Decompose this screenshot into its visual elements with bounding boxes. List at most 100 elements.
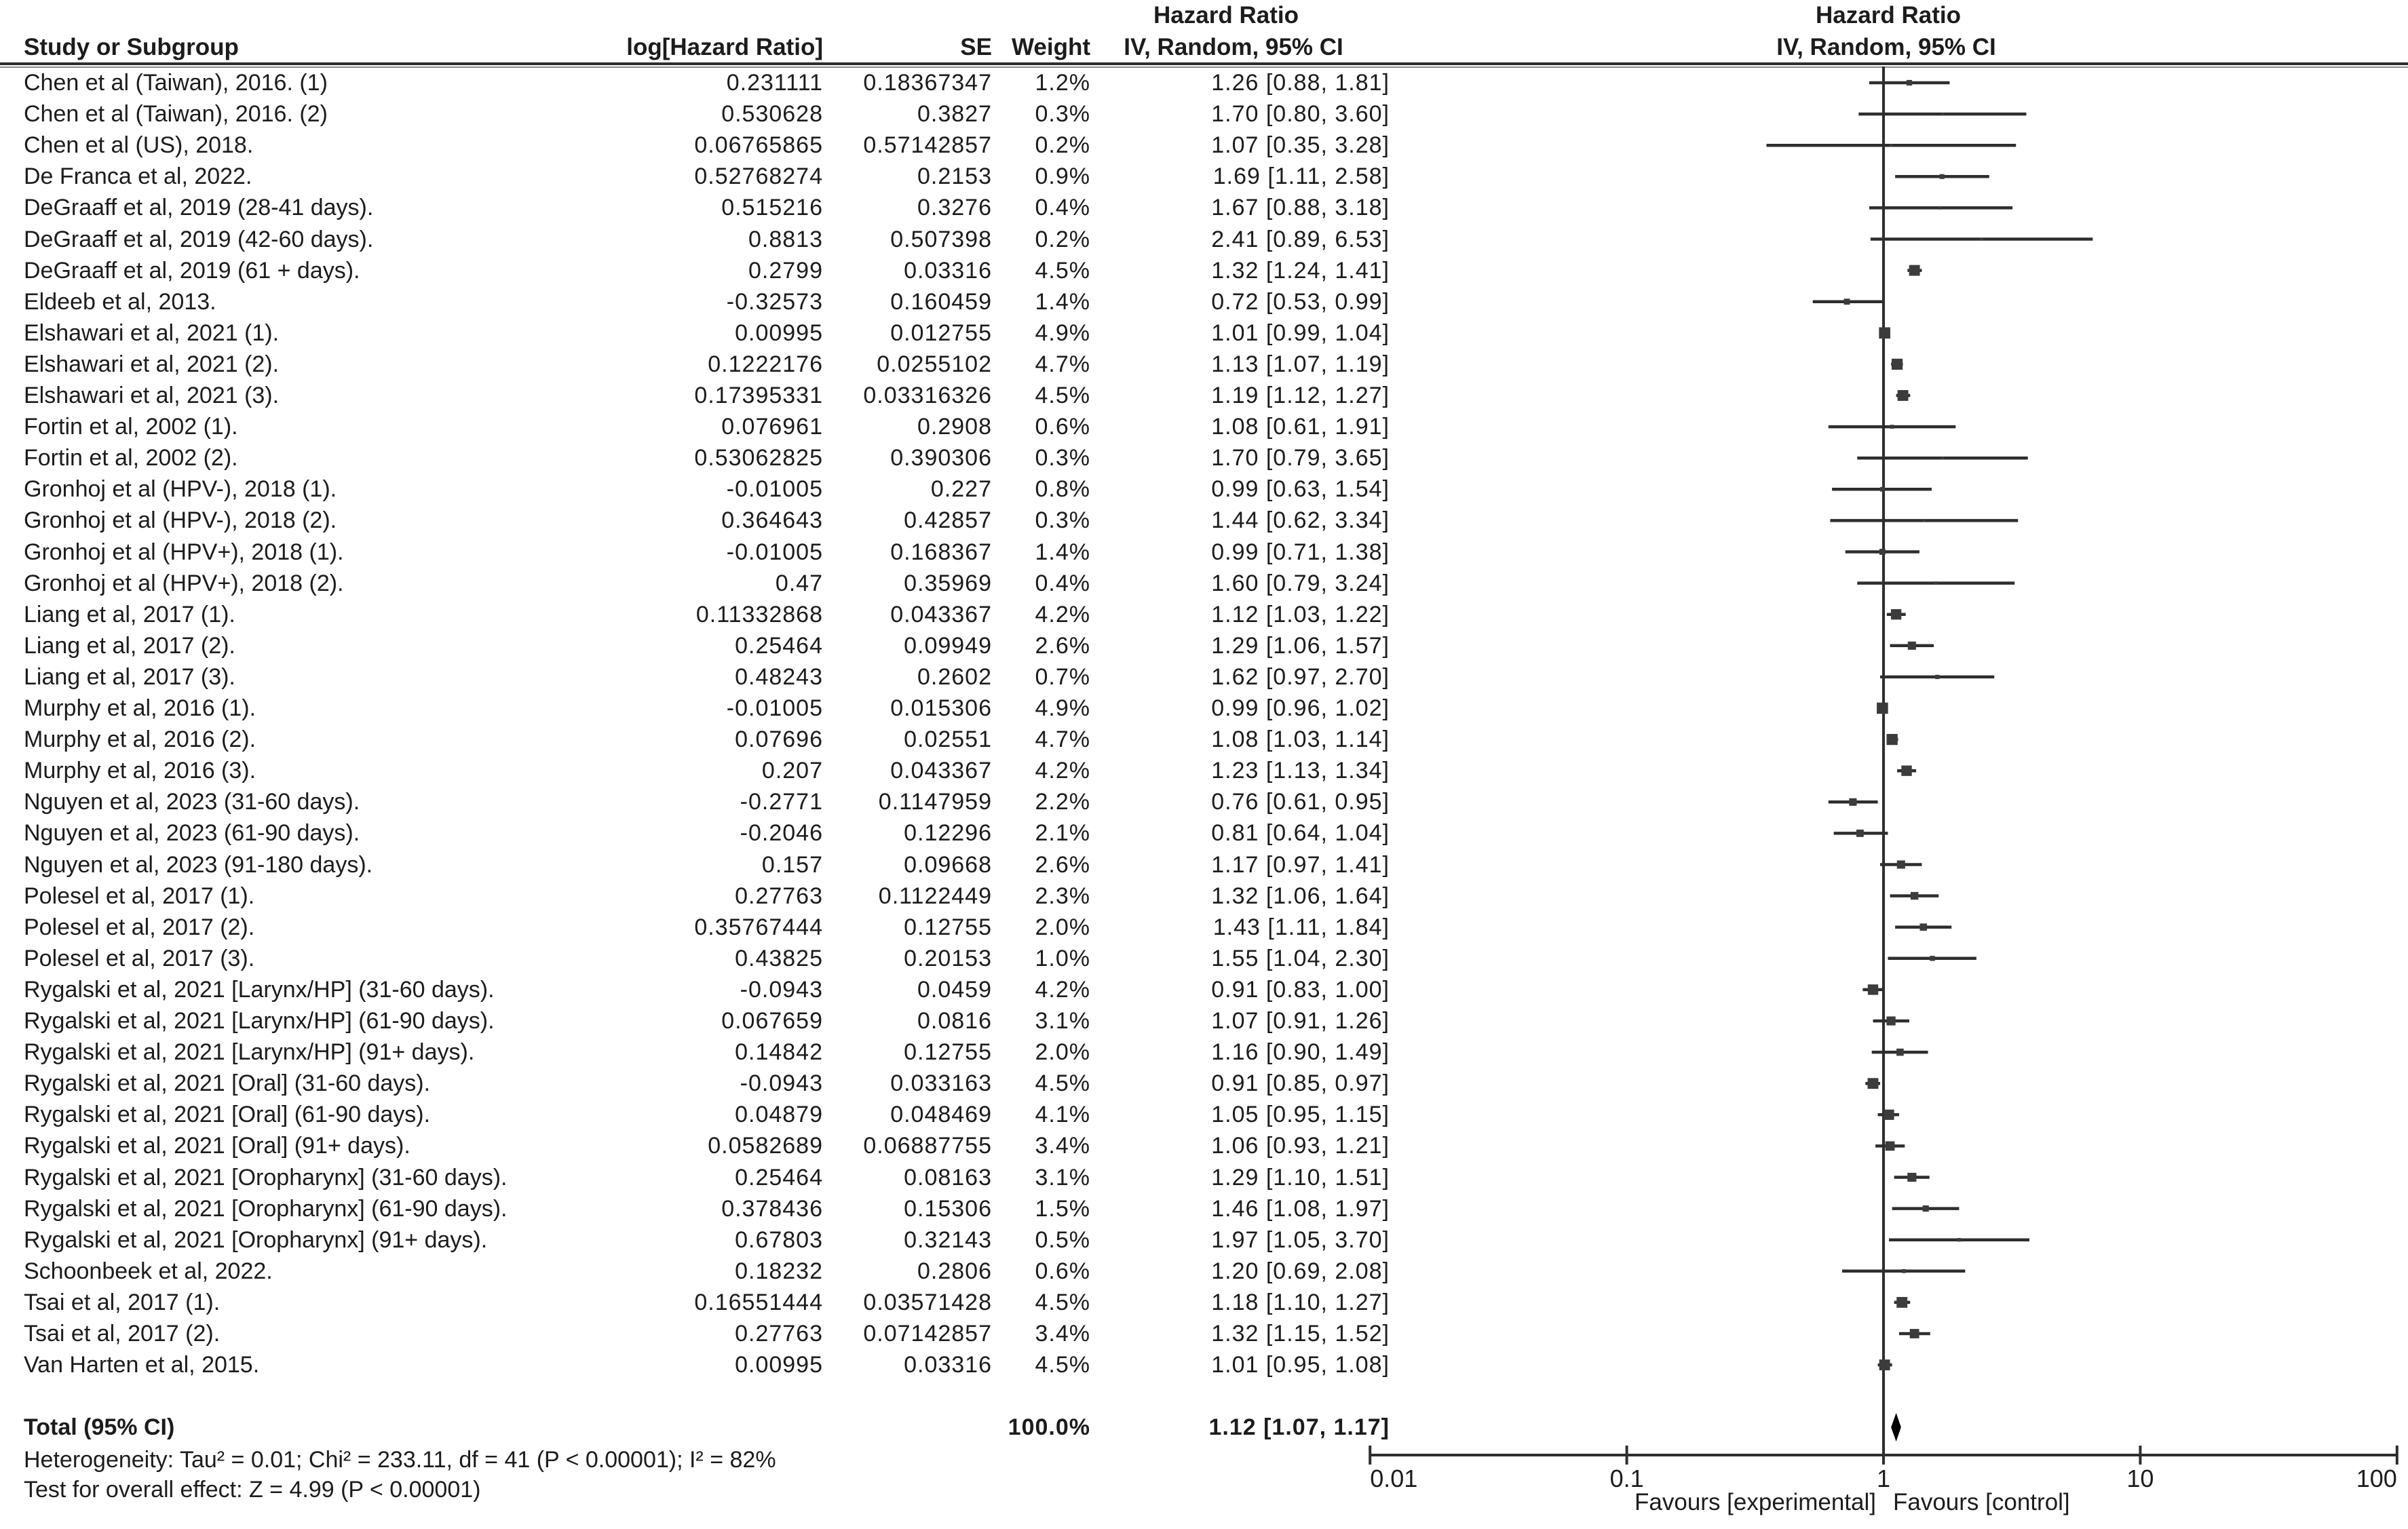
column-group-hazard-ratio-right: Hazard Ratio (1816, 2, 1961, 28)
weight-value: 3.4% (1035, 1133, 1090, 1159)
weight-value: 4.5% (1035, 257, 1090, 284)
effect-square (1867, 1078, 1879, 1089)
study-name: Rygalski et al, 2021 [Larynx/HP] (91+ da… (24, 1039, 475, 1066)
study-name: DeGraaff et al, 2019 (28-41 days). (24, 195, 374, 221)
log-hr-value: 0.2799 (748, 257, 823, 284)
se-value: 0.015306 (890, 695, 992, 721)
log-hr-value: 0.231111 (726, 70, 823, 96)
effect-square (1877, 702, 1888, 714)
weight-value: 4.5% (1035, 1352, 1090, 1378)
study-name: Schoonbeek et al, 2022. (24, 1258, 273, 1284)
weight-value: 0.3% (1035, 101, 1090, 128)
effect-square (1922, 1205, 1929, 1212)
ci-value: 1.55 [1.04, 2.30] (1211, 945, 1390, 971)
effect-square (1886, 733, 1898, 746)
se-value: 0.02551 (904, 727, 992, 753)
study-name: Chen et al (Taiwan), 2016. (2) (24, 101, 328, 128)
log-hr-value: 0.11332868 (695, 601, 823, 627)
se-value: 0.09668 (904, 851, 992, 878)
weight-value: 3.4% (1035, 1321, 1090, 1347)
weight-value: 1.4% (1035, 288, 1090, 315)
weight-value: 2.6% (1035, 632, 1090, 659)
effect-square (1910, 891, 1919, 900)
se-value: 0.2602 (917, 663, 992, 690)
log-hr-value: 0.07696 (735, 727, 823, 753)
study-name: Liang et al, 2017 (1). (24, 601, 235, 627)
effect-square (1901, 765, 1912, 776)
study-name: Murphy et al, 2016 (2). (24, 727, 256, 753)
ci-value: 1.07 [0.35, 3.28] (1211, 132, 1390, 159)
log-hr-value: -0.2771 (740, 789, 823, 815)
axis-tick-label: 10 (2126, 1465, 2154, 1492)
study-name: Tsai et al, 2017 (1). (24, 1289, 221, 1315)
se-value: 0.033163 (890, 1070, 992, 1097)
ci-value: 1.32 [1.06, 1.64] (1211, 883, 1390, 909)
axis-tick-label: 0.1 (1609, 1465, 1644, 1492)
ci-value: 1.23 [1.13, 1.34] (1211, 758, 1390, 784)
weight-value: 1.0% (1035, 945, 1090, 971)
log-hr-value: 0.207 (761, 758, 823, 784)
study-name: Gronhoj et al (HPV+), 2018 (2). (24, 570, 344, 596)
ci-value: 1.43 [1.11, 1.84] (1212, 914, 1390, 940)
se-value: 0.03316326 (863, 383, 992, 408)
ci-value: 1.67 [0.88, 3.18] (1211, 195, 1390, 221)
se-value: 0.3276 (917, 195, 992, 221)
log-hr-value: -0.0943 (740, 1070, 823, 1097)
weight-value: 2.2% (1035, 789, 1090, 815)
se-value: 0.18367347 (863, 70, 992, 96)
ci-value: 0.99 [0.96, 1.02] (1211, 695, 1390, 721)
se-value: 0.03316 (904, 257, 992, 284)
effect-square (1919, 923, 1928, 931)
weight-value: 0.7% (1035, 663, 1090, 690)
study-name: Rygalski et al, 2021 [Oropharynx] (61-90… (24, 1195, 508, 1222)
study-name: Rygalski et al, 2021 [Oral] (91+ days). (24, 1133, 410, 1159)
log-hr-value: 0.25464 (735, 1164, 823, 1191)
study-name: Elshawari et al, 2021 (2). (24, 351, 280, 377)
se-value: 0.043367 (890, 758, 992, 784)
log-hr-value: 0.378436 (721, 1195, 823, 1222)
se-value: 0.2153 (917, 163, 992, 190)
ci-value: 1.12 [1.03, 1.22] (1211, 601, 1390, 627)
effect-square (1879, 486, 1885, 492)
ci-value: 1.29 [1.10, 1.51] (1211, 1164, 1390, 1191)
ci-value: 1.44 [0.62, 3.34] (1211, 507, 1390, 534)
se-value: 0.08163 (904, 1164, 992, 1191)
effect-square (1907, 1172, 1917, 1182)
weight-value: 0.6% (1035, 1258, 1090, 1284)
ci-value: 1.32 [1.15, 1.52] (1211, 1321, 1390, 1347)
se-value: 0.0459 (917, 976, 992, 1003)
log-hr-value: 0.16551444 (694, 1289, 823, 1315)
effect-square (1897, 390, 1909, 401)
weight-value: 4.2% (1035, 976, 1090, 1003)
ci-value: 0.72 [0.53, 0.99] (1211, 288, 1390, 315)
se-value: 0.32143 (904, 1226, 992, 1253)
weight-value: 2.0% (1035, 1039, 1090, 1066)
effect-square (1890, 144, 1893, 147)
se-value: 0.57142857 (863, 132, 992, 159)
ci-value: 0.91 [0.85, 0.97] (1211, 1070, 1390, 1097)
ci-value: 1.18 [1.10, 1.27] (1211, 1289, 1390, 1315)
ci-value: 1.16 [0.90, 1.49] (1211, 1039, 1390, 1066)
log-hr-value: 0.14842 (735, 1039, 823, 1066)
log-hr-value: 0.06765865 (694, 132, 823, 159)
study-name: Gronhoj et al (HPV+), 2018 (1). (24, 539, 344, 565)
weight-value: 0.9% (1035, 163, 1090, 190)
study-name: Chen et al (US), 2018. (24, 132, 254, 159)
ci-value: 0.99 [0.71, 1.38] (1211, 539, 1390, 565)
weight-value: 1.2% (1035, 70, 1090, 96)
log-hr-value: 0.67803 (735, 1226, 823, 1253)
log-hr-value: 0.52768274 (694, 163, 823, 190)
ci-value: 1.17 [0.97, 1.41] (1211, 851, 1390, 878)
ci-value: 1.97 [1.05, 3.70] (1211, 1226, 1390, 1253)
weight-value: 3.1% (1035, 1008, 1090, 1034)
column-header-ci-left: IV, Random, 95% CI (1124, 34, 1343, 60)
log-hr-value: 0.1222176 (708, 351, 823, 377)
weight-value: 1.5% (1035, 1195, 1090, 1222)
effect-square (1909, 1329, 1919, 1338)
ci-value: 1.60 [0.79, 3.24] (1211, 570, 1390, 596)
se-value: 0.12296 (904, 820, 992, 847)
ci-value: 1.01 [0.95, 1.08] (1211, 1352, 1390, 1378)
se-value: 0.42857 (904, 507, 992, 534)
se-value: 0.15306 (904, 1195, 992, 1222)
log-hr-value: 0.04879 (735, 1102, 823, 1128)
